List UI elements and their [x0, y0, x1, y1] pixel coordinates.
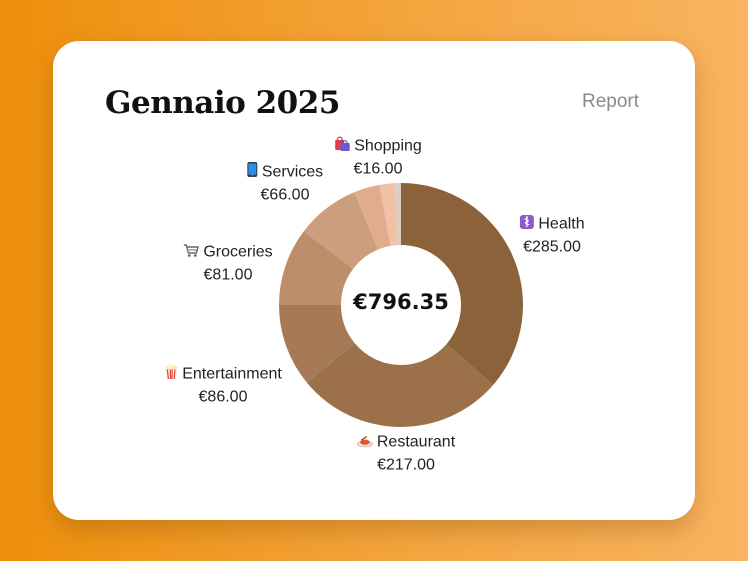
slice-label-health: Health €285.00: [519, 214, 585, 259]
donut-slices: [279, 183, 523, 427]
category-value: €86.00: [198, 388, 248, 406]
slice-label-restaurant: Restaurant €217.00: [357, 432, 455, 477]
category-name: Health: [538, 215, 585, 233]
slice-unlabeled-7[interactable]: [395, 183, 401, 246]
mobile-phone-icon: [247, 162, 258, 185]
shopping-bags-icon: [334, 136, 350, 159]
category-name: Shopping: [354, 137, 422, 155]
donut-chart: €796.35: [279, 183, 523, 427]
category-value: €16.00: [353, 160, 403, 178]
category-value: €217.00: [377, 456, 435, 474]
popcorn-icon: [164, 363, 178, 387]
slice-label-entertainment: Entertainment €86.00: [164, 363, 282, 409]
category-value: €66.00: [260, 186, 310, 204]
slice-shopping[interactable]: [379, 183, 399, 246]
category-name: Restaurant: [376, 433, 456, 451]
shopping-cart-icon: [183, 243, 199, 265]
slice-label-services: Services €66.00: [247, 162, 323, 207]
total-amount: €796.35: [352, 290, 449, 314]
slice-restaurant[interactable]: [306, 343, 494, 427]
slice-services[interactable]: [303, 192, 379, 269]
food-plate-icon: [357, 433, 373, 455]
slice-entertainment[interactable]: [279, 305, 355, 383]
report-link[interactable]: Report: [581, 91, 639, 112]
summary-card: Gennaio 2025 Report €796.35 Health €285.…: [53, 41, 695, 520]
category-name: Groceries: [203, 243, 273, 261]
caduceus-icon: [519, 215, 534, 237]
slice-unlabeled-5[interactable]: [354, 184, 391, 250]
category-value: €81.00: [203, 266, 253, 284]
slice-groceries[interactable]: [279, 231, 354, 305]
page-title: Gennaio 2025: [105, 85, 340, 121]
slice-label-shopping: Shopping €16.00: [334, 136, 422, 181]
slice-label-groceries: Groceries €81.00: [183, 242, 273, 287]
slice-health[interactable]: [401, 183, 523, 385]
category-name: Services: [261, 163, 324, 181]
category-value: €285.00: [523, 238, 581, 256]
category-name: Entertainment: [182, 365, 282, 383]
